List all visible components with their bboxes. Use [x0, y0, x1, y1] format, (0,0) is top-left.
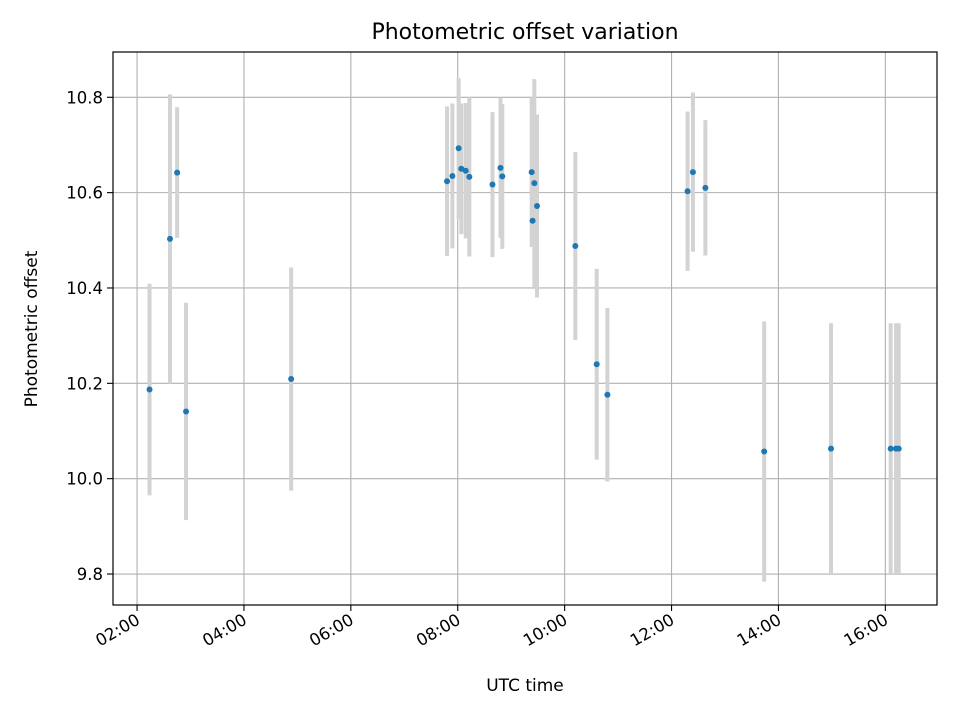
data-point [449, 172, 456, 179]
y-tick-label: 9.8 [77, 565, 103, 584]
data-point [462, 167, 469, 174]
y-tick-label: 10.2 [66, 374, 103, 393]
y-tick-label: 10.0 [66, 470, 103, 489]
data-point [887, 445, 894, 452]
data-point [761, 448, 768, 455]
data-point [167, 235, 174, 242]
data-point [604, 391, 611, 398]
x-tick-label: 14:00 [734, 610, 785, 650]
x-tick-label: 10:00 [520, 610, 571, 650]
data-point [174, 169, 181, 176]
data-point [499, 173, 506, 180]
data-point [444, 178, 451, 185]
data-point [528, 169, 535, 176]
y-tick-label: 10.4 [66, 279, 103, 298]
plot-frame [112, 51, 938, 606]
y-axis-label: Photometric offset [22, 250, 42, 407]
data-point [183, 408, 190, 415]
data-point [489, 181, 496, 188]
axis-ticks: 02:00 04:00 06:00 08:00 10:00 12:00 14:00 16:00… [66, 88, 891, 650]
data-point [689, 169, 696, 176]
data-point [702, 184, 709, 191]
y-tick-label: 10.6 [66, 184, 103, 203]
data-points [146, 145, 902, 455]
grid-lines [113, 52, 937, 605]
x-tick-label: 08:00 [413, 610, 464, 650]
data-point [466, 173, 473, 180]
data-point [684, 188, 691, 195]
data-point [529, 217, 536, 224]
data-point [288, 376, 295, 383]
data-point [497, 164, 504, 171]
x-tick-label: 06:00 [306, 610, 357, 650]
data-point [534, 202, 541, 209]
y-tick-label: 10.8 [66, 88, 103, 107]
data-point [593, 361, 600, 368]
x-axis-label: UTC time [486, 676, 564, 696]
data-point [572, 243, 579, 250]
x-tick-label: 04:00 [199, 610, 250, 650]
data-point [455, 145, 462, 152]
data-point [827, 445, 834, 452]
data-point [895, 445, 902, 452]
chart-title: Photometric offset variation [371, 20, 678, 45]
x-tick-label: 16:00 [841, 610, 892, 650]
x-tick-label: 02:00 [92, 610, 143, 650]
error-bars [147, 78, 901, 582]
data-point [146, 386, 153, 393]
data-point [531, 180, 538, 187]
x-tick-label: 12:00 [627, 610, 678, 650]
